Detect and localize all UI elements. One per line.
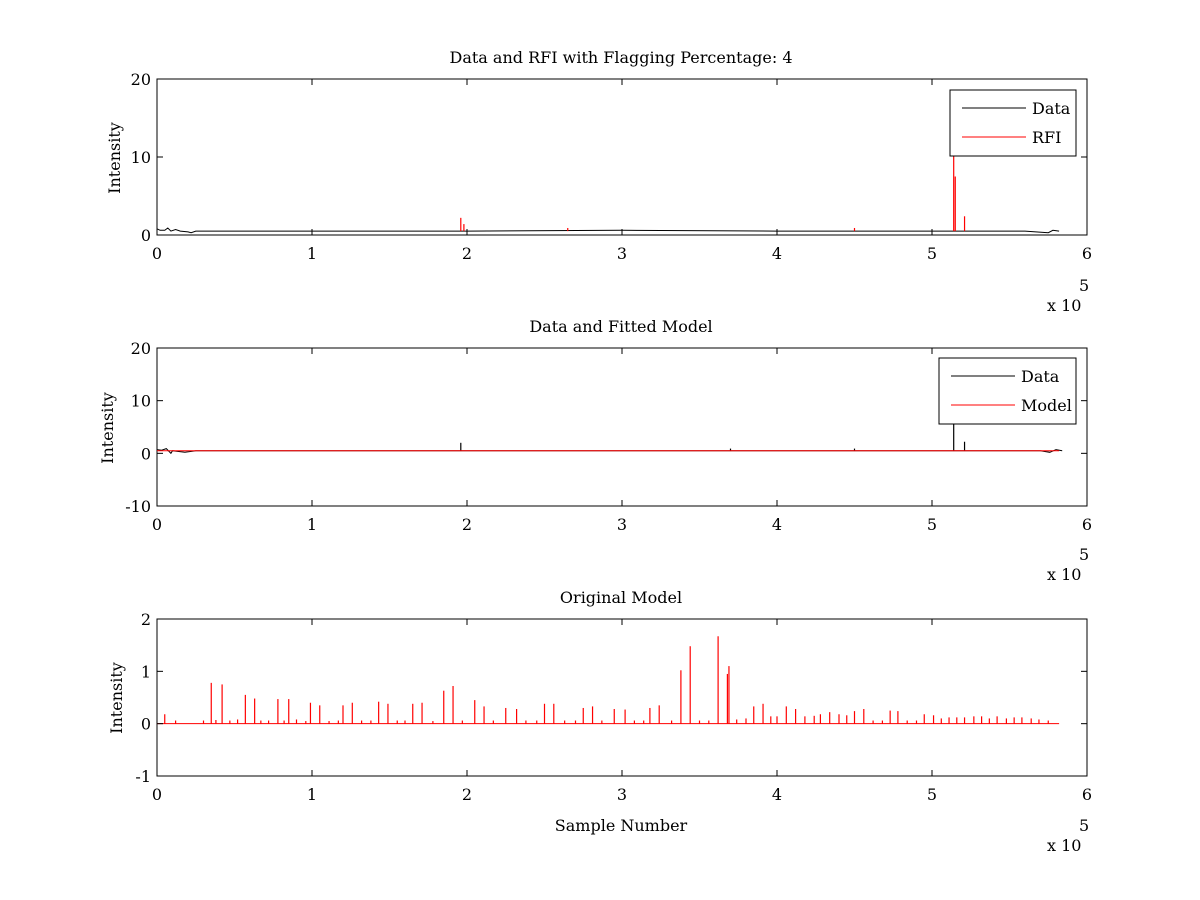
x-tick-label: 0 xyxy=(152,785,162,804)
x-tick-label: 6 xyxy=(1082,244,1092,263)
x-exponent-base: x 10 xyxy=(1047,296,1081,315)
y-tick-label: -1 xyxy=(135,767,151,786)
x-exponent-base: x 10 xyxy=(1047,565,1081,584)
legend-box xyxy=(938,357,1077,425)
y-axis-label: Intensity xyxy=(107,662,126,734)
y-tick-label: 10 xyxy=(131,392,151,411)
x-tick-label: 0 xyxy=(152,515,162,534)
legend-box xyxy=(949,89,1077,157)
x-tick-label: 3 xyxy=(617,244,627,263)
x-tick-label: 5 xyxy=(927,785,937,804)
x-tick-label: 4 xyxy=(772,785,782,804)
legend-entry: Data xyxy=(1032,99,1071,118)
subplot-title: Data and RFI with Flagging Percentage: 4 xyxy=(449,48,792,67)
series-rfi xyxy=(460,153,966,232)
x-tick-label: 5 xyxy=(927,244,937,263)
y-tick-label: 2 xyxy=(141,610,151,629)
x-exponent-power: 5 xyxy=(1079,545,1089,564)
axes-box xyxy=(156,347,1088,507)
x-tick-label: 6 xyxy=(1082,785,1092,804)
x-axis-label: Sample Number xyxy=(555,816,688,835)
plot-area: 0 1 2 3 4 5 6 0 10 20 Data RFI xyxy=(131,70,1092,263)
x-tick-label: 3 xyxy=(617,785,627,804)
x-tick-label: 1 xyxy=(307,785,317,804)
x-tick-label: 3 xyxy=(617,515,627,534)
x-tick-label: 1 xyxy=(307,244,317,263)
x-exponent-power: 5 xyxy=(1079,816,1089,835)
y-tick-label: 0 xyxy=(141,715,151,734)
axes-box xyxy=(156,618,1088,777)
y-tick-label: -10 xyxy=(125,497,151,516)
x-tick-label: 4 xyxy=(772,244,782,263)
series-line xyxy=(156,227,1060,234)
x-tick-label: 4 xyxy=(772,515,782,534)
y-tick-label: 20 xyxy=(131,339,151,358)
legend-entry: Data xyxy=(1021,367,1060,386)
legend: Data Model xyxy=(938,357,1077,425)
x-tick-label: 6 xyxy=(1082,515,1092,534)
legend-entry: RFI xyxy=(1032,128,1061,147)
x-tick-label: 1 xyxy=(307,515,317,534)
y-tick-label: 1 xyxy=(141,662,151,681)
y-axis-label: Intensity xyxy=(105,122,124,194)
x-tick-label: 0 xyxy=(152,244,162,263)
legend-entry: Model xyxy=(1021,396,1072,415)
x-tick-label: 2 xyxy=(462,244,472,263)
x-exponent-base: x 10 xyxy=(1047,836,1081,855)
y-tick-label: 0 xyxy=(141,444,151,463)
x-tick-label: 2 xyxy=(462,785,472,804)
subplot-title: Data and Fitted Model xyxy=(529,317,712,336)
legend: Data RFI xyxy=(949,89,1077,157)
x-tick-label: 2 xyxy=(462,515,472,534)
y-tick-label: 20 xyxy=(131,70,151,89)
x-tick-label: 5 xyxy=(927,515,937,534)
x-exponent-power: 5 xyxy=(1079,276,1089,295)
series-model-signal xyxy=(157,636,1060,725)
y-axis-label: Intensity xyxy=(98,392,117,464)
subplot-data-rfi: Data and RFI with Flagging Percentage: 4… xyxy=(105,48,1092,315)
y-tick-label: 0 xyxy=(141,226,151,245)
series-data xyxy=(156,227,1060,234)
axes-box xyxy=(156,78,1088,236)
subplot-data-model: Data and Fitted Model 0 1 2 3 4 5 6-1001020Dat… xyxy=(98,317,1092,584)
subplot-title: Original Model xyxy=(560,588,682,607)
y-tick-label: 10 xyxy=(131,148,151,167)
